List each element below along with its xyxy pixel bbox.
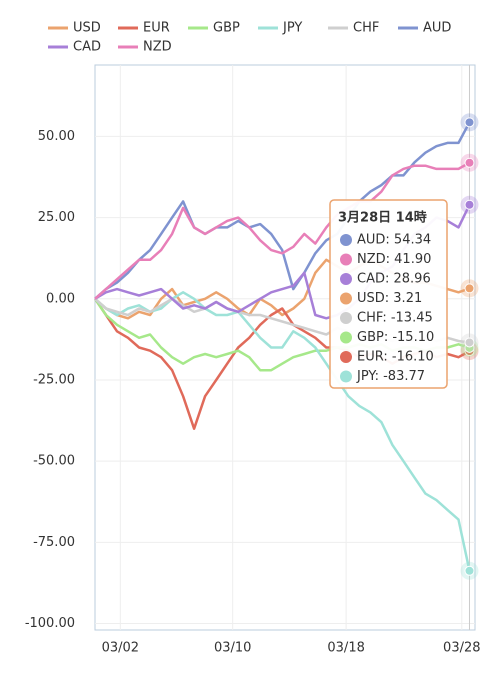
tooltip-dot: [340, 351, 352, 363]
tooltip: 3月28日 14時 AUD: 54.34 NZD: 41.90 CAD: 28.96 U…: [329, 199, 448, 389]
tooltip-dot: [340, 312, 352, 324]
tooltip-title: 3月28日 14時: [338, 210, 427, 226]
series-line: [94, 121, 471, 300]
tooltip-dot: [340, 331, 352, 344]
tooltip-box: [329, 199, 448, 389]
legend-label: AUD: [423, 21, 451, 36]
legend-label: NZD: [143, 40, 172, 55]
tooltip-item: NZD: 41.90: [357, 252, 431, 267]
tooltip-dot: [340, 292, 352, 305]
legend-label: EUR: [143, 21, 170, 36]
legend-label: CHF: [353, 21, 379, 36]
y-tick-label: 0.00: [46, 291, 75, 306]
end-marker: [464, 157, 475, 168]
end-marker: [464, 117, 475, 128]
y-tick-label: 50.00: [38, 129, 75, 144]
tooltip-item: JPY: -83.77: [356, 369, 425, 384]
end-marker: [464, 283, 475, 294]
x-tick-label: 03/28: [443, 641, 480, 656]
y-tick-label: -50.00: [33, 454, 75, 469]
y-tick-label: -100.00: [25, 616, 75, 631]
tooltip-dot: [340, 273, 352, 285]
legend-label: USD: [73, 21, 101, 36]
end-marker: [464, 337, 475, 348]
tooltip-item: EUR: -16.10: [357, 350, 434, 365]
x-tick-label: 03/02: [102, 641, 139, 656]
y-tick-label: -25.00: [33, 372, 75, 387]
x-tick-label: 03/10: [214, 641, 251, 656]
tooltip-item: USD: 3.21: [357, 291, 422, 306]
series-line: [94, 291, 471, 572]
tooltip-dot: [340, 253, 352, 266]
series-line: [94, 161, 471, 300]
tooltip-item: CHF: -13.45: [357, 311, 433, 326]
x-tick-label: 03/18: [327, 641, 364, 656]
tooltip-item: AUD: 54.34: [357, 233, 431, 248]
tooltip-item: CAD: 28.96: [357, 272, 431, 287]
y-tick-label: -75.00: [33, 535, 75, 550]
end-marker: [464, 199, 475, 210]
plot-border: [94, 64, 476, 631]
end-marker: [464, 565, 475, 576]
tooltip-dot: [340, 234, 352, 246]
tooltip-item: GBP: -15.10: [357, 330, 434, 345]
tooltip-dot: [340, 370, 352, 383]
legend-label: JPY: [282, 21, 302, 36]
legend-label: CAD: [73, 40, 101, 55]
y-tick-label: 25.00: [38, 210, 75, 225]
legend-label: GBP: [213, 21, 240, 36]
